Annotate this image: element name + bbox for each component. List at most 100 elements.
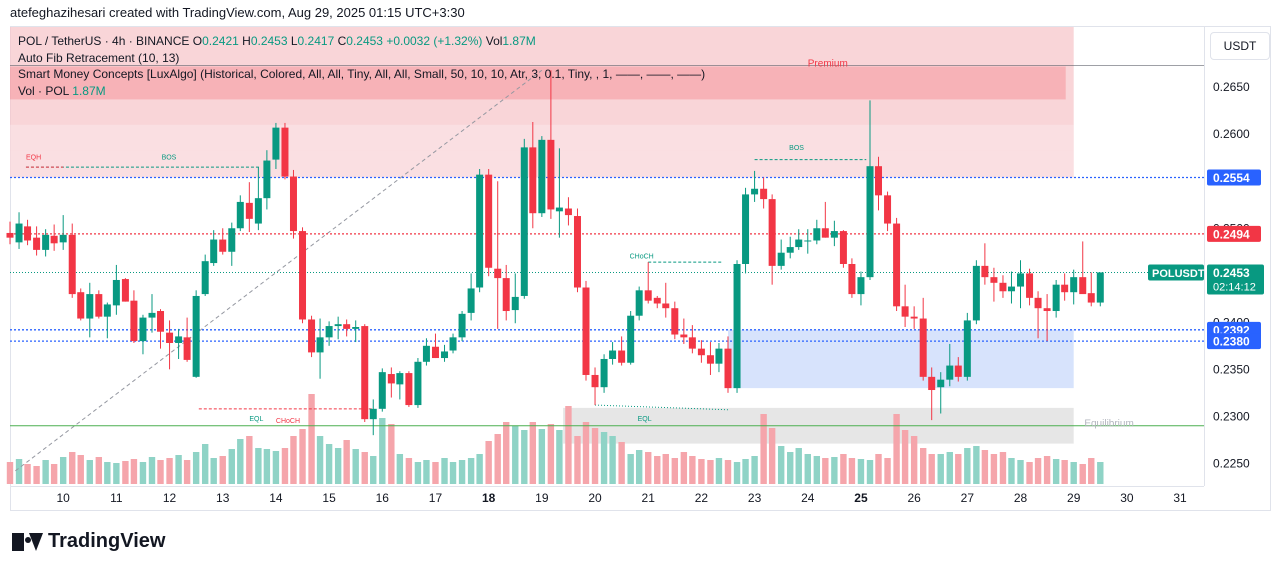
candle-body: [751, 188, 759, 195]
volume-bar: [813, 456, 821, 484]
time-tick-label: 27: [961, 491, 975, 505]
annotation-eqh: EQH: [26, 155, 41, 162]
candle-body: [1096, 272, 1104, 303]
volume-bar: [928, 454, 935, 484]
candle-body: [1007, 286, 1015, 292]
candle-body: [875, 166, 883, 196]
candle-body: [431, 346, 439, 359]
volume-bar: [467, 458, 475, 484]
candle-body: [786, 247, 794, 253]
annotation-bos: BOS: [162, 155, 177, 162]
volume-bar: [866, 460, 874, 484]
volume-bar: [512, 426, 519, 484]
volume-bar: [822, 458, 829, 484]
candle-body: [414, 361, 422, 406]
volume-bar: [609, 436, 616, 484]
tradingview-logo-icon: [12, 532, 43, 551]
candle-body: [954, 365, 962, 377]
volume-bar: [1034, 458, 1042, 484]
volume-bar: [290, 436, 297, 484]
volume-bar: [751, 456, 758, 484]
candle-body: [972, 265, 980, 321]
candle-body: [1034, 297, 1042, 309]
price-tick-label: 0.2600: [1213, 127, 1250, 141]
volume-bar: [361, 452, 368, 484]
volume-bar: [59, 457, 67, 484]
price-axis[interactable]: [1204, 26, 1272, 486]
candle-body: [848, 263, 856, 295]
volume-bar: [654, 456, 661, 484]
time-axis[interactable]: [10, 486, 1204, 512]
candle-body: [591, 374, 599, 388]
volume-bar: [919, 448, 927, 484]
volume-bar: [69, 452, 76, 484]
time-tick-label: 19: [535, 491, 549, 505]
volume-bar: [973, 446, 980, 484]
candle-body: [86, 294, 94, 319]
annotation-bos: BOS: [789, 145, 804, 152]
candle-body: [42, 234, 50, 250]
candle-body: [555, 207, 563, 212]
currency-button[interactable]: USDT: [1210, 32, 1270, 60]
candle-body: [77, 292, 85, 319]
volume-bar: [95, 457, 103, 484]
volume-bar: [733, 462, 741, 484]
candle-body: [494, 268, 502, 279]
volume-bar: [795, 448, 802, 484]
candle-body: [449, 337, 457, 351]
indicator-smc[interactable]: Smart Money Concepts [LuxAlgo] (Historic…: [18, 67, 706, 82]
indicator-volume[interactable]: Vol · POL 1.87M: [18, 83, 705, 100]
volume-bar: [157, 460, 164, 484]
candle-body: [671, 308, 679, 335]
volume-bar: [255, 448, 262, 484]
volume-bar: [857, 459, 865, 484]
price-level-badge: [1207, 333, 1261, 350]
volume-bar: [334, 448, 342, 484]
volume-bar: [848, 458, 856, 484]
time-tick-label: 18: [482, 491, 496, 505]
volume-bar: [777, 446, 785, 484]
candle-body: [582, 287, 590, 375]
candle-body: [422, 345, 430, 362]
indicator-fib[interactable]: Auto Fib Retracement (10, 13): [18, 50, 180, 65]
symbol-ohlc-row[interactable]: POL / TetherUS · 4h · BINANCE O0.2421 H0…: [18, 33, 705, 50]
candle-body: [502, 278, 510, 312]
candle-body: [511, 296, 519, 311]
candle-body: [476, 174, 484, 288]
candle-body: [352, 327, 360, 329]
candle-body: [520, 147, 528, 296]
volume-bar: [1097, 462, 1104, 484]
volume-bar: [689, 456, 696, 484]
volume-bar: [1017, 460, 1024, 484]
volume-bar: [582, 422, 590, 484]
vol-value: 1.87M: [502, 34, 536, 48]
high-value: 0.2453: [250, 34, 288, 48]
candle-body: [299, 231, 307, 320]
candle-body: [813, 228, 821, 241]
candle-body: [999, 282, 1007, 292]
price-level-label: 0.2380: [1213, 335, 1250, 349]
candle-body: [706, 355, 714, 364]
volume-bar: [999, 452, 1007, 484]
candle-body: [857, 277, 865, 295]
time-tick-label: 17: [429, 491, 443, 505]
candle-body: [1061, 284, 1069, 293]
symbol-badge: [1148, 264, 1204, 281]
candle-body: [95, 294, 103, 317]
candle-body: [157, 311, 165, 332]
indicator-volume-label: Vol · POL: [18, 84, 69, 99]
volume-bar: [272, 451, 280, 484]
symbol-line[interactable]: POL / TetherUS · 4h · BINANCE: [18, 34, 190, 48]
candle-body: [884, 195, 892, 224]
tradingview-brand[interactable]: TradingView: [12, 530, 165, 553]
candle-body: [308, 319, 316, 353]
price-level-badge: [1207, 225, 1261, 242]
volume-bar: [148, 457, 156, 484]
candle-body: [1026, 273, 1034, 298]
candle-body: [458, 313, 466, 338]
volume-bar: [893, 414, 900, 484]
chart-legend: POL / TetherUS · 4h · BINANCE O0.2421 H0…: [18, 33, 705, 100]
time-tick-label: 20: [588, 491, 602, 505]
candle-body: [121, 279, 129, 302]
